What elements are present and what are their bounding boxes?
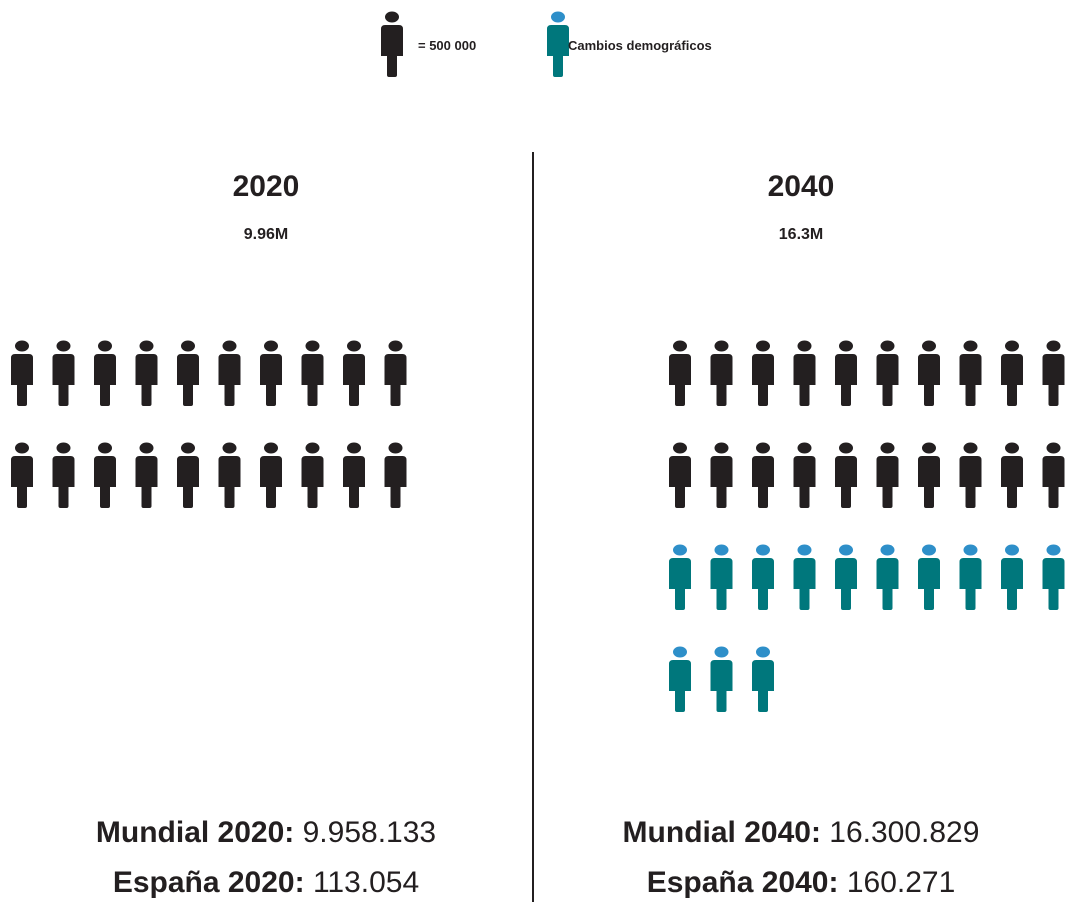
pict-2040-person-icon-8 (959, 340, 982, 406)
stat-world-2020-label: Mundial 2020: (95, 816, 295, 849)
panel-divider (532, 152, 534, 902)
pict-2040-person-icon-18 (959, 442, 982, 508)
stat-world-2040-value: 16.300.829 (829, 816, 980, 849)
pict-2020-person-icon-3 (94, 340, 116, 406)
pict-2020-person-icon-16 (218, 442, 241, 508)
stat-world-2040-label: Mundial 2040: (622, 816, 821, 849)
total-2020-label: 9.96M (243, 226, 289, 243)
pict-2040-person-icon-11 (669, 442, 691, 508)
pict-2040-person-icon-5 (835, 340, 857, 406)
year-2020-title: 2020 (232, 170, 300, 203)
legend-person-icon (381, 11, 403, 77)
pict-2040-person-icon-13 (752, 442, 774, 508)
pict-2020-person-icon-5 (177, 340, 199, 406)
pict-2040-person-icon-1 (669, 340, 691, 406)
legend-change-label: Cambios demográficos (568, 38, 712, 53)
stat-spain-2020-value: 113.054 (312, 866, 420, 899)
legend-icons (381, 11, 569, 77)
pict-2020-person-icon-17 (260, 442, 282, 508)
stat-world-2040: Mundial 2040: 16.300.829 (535, 816, 1067, 850)
pict-2040-person-icon-3 (752, 340, 774, 406)
pict-2020-person-icon-18 (301, 442, 324, 508)
pict-2040-person-icon-10 (1042, 340, 1065, 406)
year-2040-title: 2040 (767, 170, 835, 203)
legend: = 500 000 Cambios demográficos (0, 0, 1067, 80)
pict-2040-person-icon-15 (835, 442, 857, 508)
stat-spain-2040: España 2040: 160.271 (535, 866, 1067, 900)
pict-2040-person-icon-21 (669, 544, 691, 610)
pict-2040-person-icon-20 (1042, 442, 1065, 508)
pict-2040-person-icon-32 (710, 646, 733, 712)
pict-2020-person-icon-9 (343, 340, 365, 406)
pict-2040-person-icon-19 (1001, 442, 1023, 508)
pict-2040-person-icon-24 (793, 544, 816, 610)
pict-2040-person-icon-14 (793, 442, 816, 508)
pict-2040-person-icon-2 (710, 340, 733, 406)
total-2040-label: 16.3M (778, 226, 824, 243)
pict-2040-person-icon-4 (793, 340, 816, 406)
pict-2020-person-icon-15 (177, 442, 199, 508)
pict-2020-person-icon-7 (260, 340, 282, 406)
pict-2020-person-icon-2 (52, 340, 75, 406)
legend-unit-label: = 500 000 (418, 38, 477, 53)
pict-2020-person-icon-4 (135, 340, 158, 406)
pict-2020-person-icon-10 (384, 340, 407, 406)
pict-2020-person-icon-19 (343, 442, 365, 508)
stat-spain-2040-value: 160.271 (846, 866, 956, 899)
pict-2040-person-icon-28 (959, 544, 982, 610)
pict-2020-person-icon-1 (11, 340, 33, 406)
stat-spain-2040-label: España 2040: (646, 866, 839, 899)
pict-2040-person-icon-9 (1001, 340, 1023, 406)
pict-2040-person-icon-25 (835, 544, 857, 610)
pict-2020-person-icon-14 (135, 442, 158, 508)
pict-2040-person-icon-22 (710, 544, 733, 610)
pict-2020-person-icon-20 (384, 442, 407, 508)
pict-2020-person-icon-13 (94, 442, 116, 508)
stat-world-2020: Mundial 2020: 9.958.133 (0, 816, 532, 850)
pict-2020-person-icon-12 (52, 442, 75, 508)
pict-2040-person-icon-16 (876, 442, 899, 508)
pict-2040-person-icon-30 (1042, 544, 1065, 610)
pict-2040-person-icon-6 (876, 340, 899, 406)
pict-2040-person-icon-31 (669, 646, 691, 712)
pict-2020-person-icon-8 (301, 340, 324, 406)
pict-2020-person-icon-11 (11, 442, 33, 508)
pict-2040-person-icon-23 (752, 544, 774, 610)
pict-2020-person-icon-6 (218, 340, 241, 406)
stat-spain-2020-label: España 2020: (112, 866, 305, 899)
pict-2040-person-icon-27 (918, 544, 940, 610)
pict-2040-person-icon-29 (1001, 544, 1023, 610)
pict-2040-person-icon-7 (918, 340, 940, 406)
pict-2040-person-icon-26 (876, 544, 899, 610)
stat-world-2020-value: 9.958.133 (302, 816, 437, 849)
pict-2040-person-icon-12 (710, 442, 733, 508)
legend-change-person-icon (547, 11, 569, 77)
stat-spain-2020: España 2020: 113.054 (0, 866, 532, 900)
pict-2040-person-icon-33 (752, 646, 774, 712)
pict-2040-person-icon-17 (918, 442, 940, 508)
